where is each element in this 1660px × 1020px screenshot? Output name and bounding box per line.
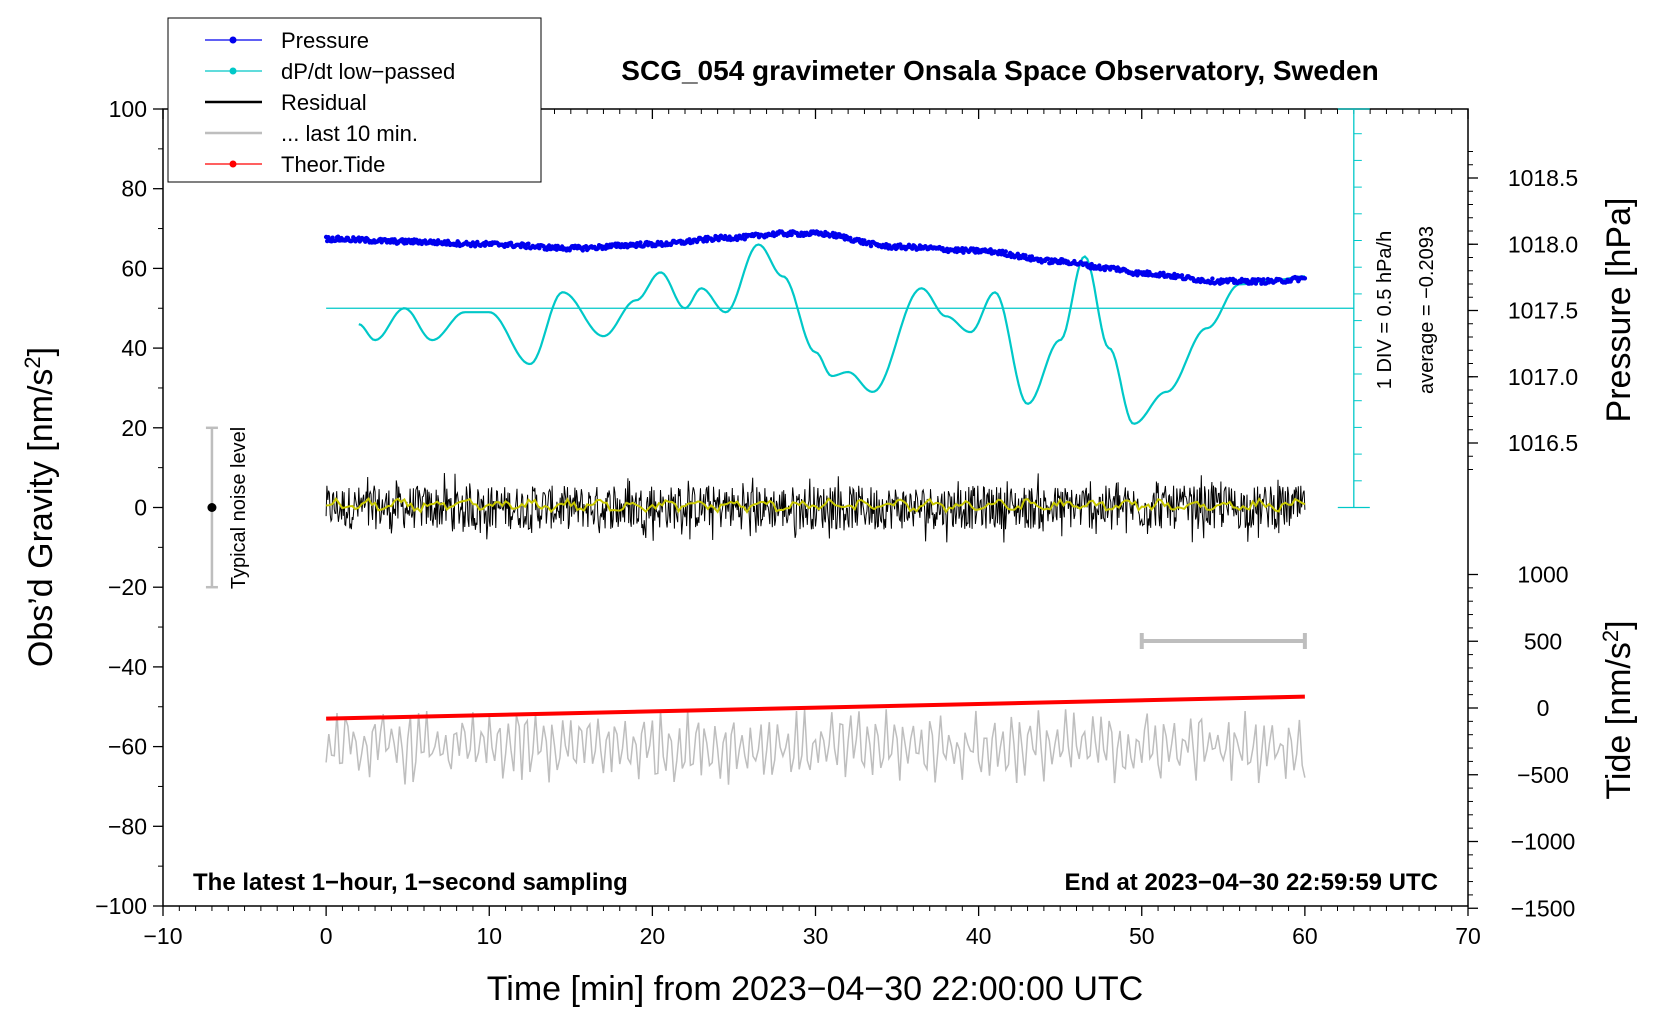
annotations xyxy=(205,108,1370,649)
x-tick-label: 70 xyxy=(1455,923,1481,949)
tide-axis-title-sup: 2 xyxy=(1598,630,1623,642)
noise-level-center-dot xyxy=(207,503,217,512)
pressure-tick-label: 1017.5 xyxy=(1508,298,1578,324)
data-series xyxy=(323,229,1308,785)
pressure-tick-label: 1016.5 xyxy=(1508,430,1578,456)
pressure-point xyxy=(898,242,903,247)
y-tick-label: −80 xyxy=(108,813,147,839)
legend-marker xyxy=(229,160,237,168)
x-tick-label: 0 xyxy=(320,923,333,949)
x-tick-label: 50 xyxy=(1129,923,1155,949)
pressure-point xyxy=(789,232,794,238)
pressure-point xyxy=(1302,276,1308,281)
x-tick-label: 20 xyxy=(640,923,666,949)
pressure-point xyxy=(716,238,721,243)
footer-right-label: End at 2023−04−30 22:59:59 UTC xyxy=(1064,869,1438,896)
dpdt-scale-label: 1 DIV = 0.5 hPa/h xyxy=(1374,231,1396,389)
tide-tick-label: −500 xyxy=(1517,762,1569,788)
pressure-point xyxy=(868,243,874,249)
y-tick-label: 20 xyxy=(121,415,147,441)
residual-line xyxy=(325,472,1306,543)
pressure-point xyxy=(335,234,341,239)
last-10-min-line xyxy=(325,709,1306,785)
tide-tick-label: 0 xyxy=(1537,695,1550,721)
pressure-point xyxy=(973,250,978,255)
y-tick-label: 80 xyxy=(121,176,147,202)
pressure-tick-label: 1017.0 xyxy=(1508,364,1578,390)
pressure-point xyxy=(1179,273,1185,278)
y-tick-label: 60 xyxy=(121,255,147,281)
legend-box xyxy=(167,17,542,183)
tide-tick-label: −1000 xyxy=(1511,829,1576,855)
noise-level-label: Typical noise level xyxy=(228,427,250,589)
y-tick-label: −100 xyxy=(95,893,147,919)
pressure-point xyxy=(526,241,531,246)
y-tick-label: 0 xyxy=(134,495,147,521)
legend-label: Theor.Tide xyxy=(281,152,385,177)
pressure-point xyxy=(1261,277,1266,282)
y-tick-label: 100 xyxy=(109,96,147,122)
legend-label: Pressure xyxy=(281,28,369,53)
y-tick-label: −60 xyxy=(108,734,147,760)
residual-smoothed-line xyxy=(326,496,1306,514)
x-tick-label: −10 xyxy=(143,923,182,949)
pressure-point xyxy=(1102,267,1108,273)
tide-tick-label: −1500 xyxy=(1511,895,1576,921)
y-tick-label: −20 xyxy=(108,574,147,600)
dpdt-average-label: average = −0.2093 xyxy=(1416,226,1438,394)
tide-axis-title-main: Tide [nm/s xyxy=(1600,642,1638,799)
legend-label: ... last 10 min. xyxy=(281,121,418,146)
pressure-point xyxy=(1003,249,1008,254)
axis-ticks: −10 0 10 20 30 40 50 60 70100806040200−20−40−60−… xyxy=(95,96,1578,949)
pressure-point xyxy=(518,244,523,250)
pressure-axis-title: Pressure [hPa] xyxy=(1600,198,1638,423)
pressure-point xyxy=(524,245,529,251)
pressure-point xyxy=(1245,277,1250,283)
x-tick-label: 60 xyxy=(1292,923,1318,949)
footer-left-label: The latest 1−hour, 1−second sampling xyxy=(193,869,628,896)
pressure-point xyxy=(1046,256,1051,262)
x-tick-label: 30 xyxy=(803,923,829,949)
y-axis-title: Obs’d Gravity [nm/s2] xyxy=(20,347,60,667)
dpdt-line xyxy=(358,243,1305,425)
pressure-series xyxy=(323,229,1308,286)
x-axis-title: Time [min] from 2023−04−30 22:00:00 UTC xyxy=(487,970,1143,1008)
legend-marker xyxy=(229,67,237,75)
pressure-point xyxy=(1023,253,1028,258)
tide-axis-title: Tide [nm/s2] xyxy=(1598,620,1638,799)
legend-label: dP/dt low−passed xyxy=(281,59,455,84)
pressure-point xyxy=(1058,260,1063,266)
pressure-point xyxy=(333,238,339,243)
chart-title: SCG_054 gravimeter Onsala Space Observat… xyxy=(621,55,1378,86)
tide-tick-label: 1000 xyxy=(1517,562,1568,588)
legend-label: Residual xyxy=(281,90,367,115)
y-tick-label: −40 xyxy=(108,654,147,680)
theor-tide-line xyxy=(326,694,1305,721)
y-axis-title-close: ] xyxy=(22,347,60,356)
x-tick-label: 40 xyxy=(966,923,992,949)
y-tick-label: 40 xyxy=(121,335,147,361)
tide-tick-label: 500 xyxy=(1524,628,1562,654)
legend-marker xyxy=(229,36,237,44)
pressure-tick-label: 1018.0 xyxy=(1508,231,1578,257)
y-axis-title-sup: 2 xyxy=(20,356,45,368)
pressure-point xyxy=(1210,276,1215,281)
x-tick-label: 10 xyxy=(476,923,502,949)
y-axis-title-main: Obs’d Gravity [nm/s xyxy=(22,369,60,668)
pressure-tick-label: 1018.5 xyxy=(1508,165,1578,191)
legend: Pressure dP/dt low−passed Residual ... last… xyxy=(167,17,542,183)
pressure-point xyxy=(638,240,643,245)
tide-axis-title-close: ] xyxy=(1600,620,1638,629)
